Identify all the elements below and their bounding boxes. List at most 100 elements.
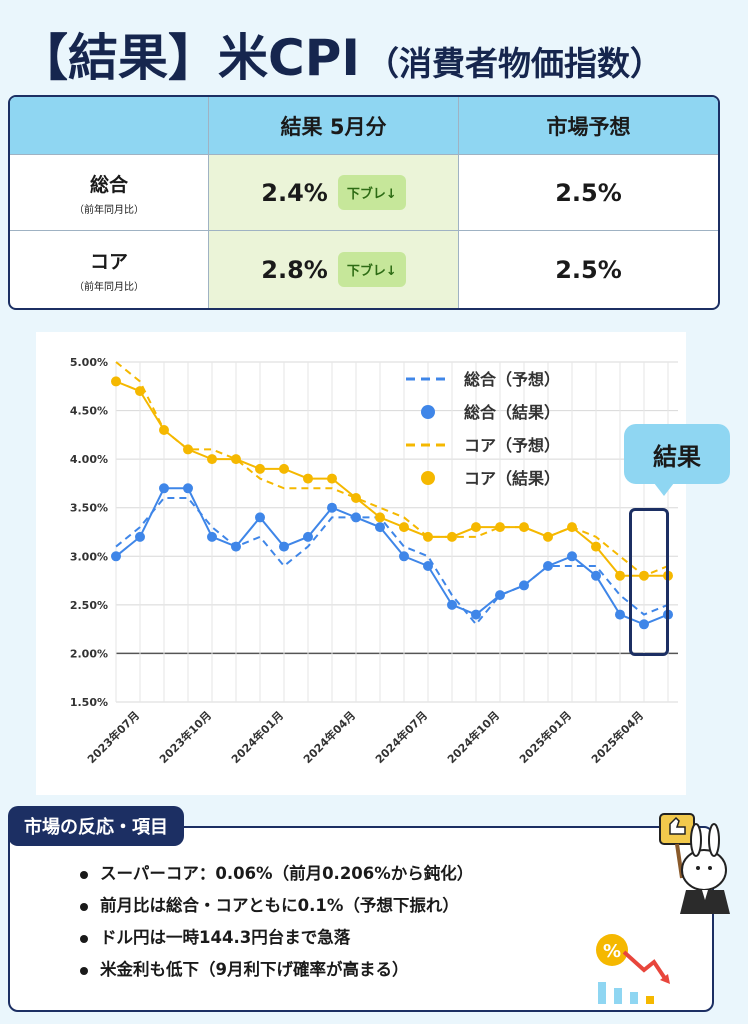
market-reaction-panel: スーパーコア：0.06%（前月0.206%から鈍化） 前月比は総合・コアともに0… [8, 826, 714, 1012]
latest-result-highlight [629, 508, 669, 656]
list-item: 前月比は総合・コアともに0.1%（予想下振れ） [80, 890, 473, 922]
data-point [303, 531, 313, 542]
legend-label: 総合（結果） [464, 403, 560, 422]
data-point [615, 570, 625, 581]
table-header-row: 結果 5月分 市場予想 [10, 97, 718, 155]
data-point [279, 541, 289, 552]
data-point [111, 376, 121, 387]
data-point [615, 609, 625, 620]
data-point [423, 531, 433, 542]
status-badge: 下ブレ↓ [337, 175, 406, 210]
data-point [543, 561, 553, 571]
series-forecast-line [115, 361, 669, 577]
data-point [303, 473, 313, 484]
result-value: 2.8% [261, 255, 328, 284]
data-point [567, 551, 577, 562]
rabbit-mascot-icon [659, 813, 730, 914]
page-title: 【結果】米CPI （消費者物価指数） [18, 18, 663, 90]
row-label-sub: （前年同月比） [74, 281, 144, 293]
data-point [399, 551, 409, 562]
legend-label: コア（予想） [464, 436, 560, 455]
row-label-main: 総合 [89, 173, 128, 196]
title-main: 【結果】米CPI [18, 29, 360, 87]
data-point [159, 425, 169, 435]
data-point [231, 454, 241, 465]
data-point [231, 541, 241, 552]
legend-label: 総合（予想） [464, 370, 560, 389]
cpi-line-chart: 5.00% 4.50% 4.00% 3.50% 3.00% 2.50% 2.00% 1.50%… [36, 332, 686, 795]
row-label: 総合 （前年同月比） [10, 155, 209, 230]
table-row: 総合 （前年同月比） 2.4% 下ブレ↓ 2.5% [10, 155, 718, 231]
table-header-blank [10, 97, 209, 154]
data-point [135, 386, 145, 397]
list-item: 米金利も低下（9月利下げ確率が高まる） [80, 954, 473, 986]
data-point [207, 531, 217, 542]
data-point [327, 473, 337, 484]
data-point [591, 570, 601, 581]
y-tick-label: 5.00% [70, 356, 108, 369]
row-label-sub: （前年同月比） [74, 204, 144, 216]
x-tick-label: 2025年04月 [588, 708, 646, 766]
data-point [471, 609, 481, 620]
data-point [207, 454, 217, 465]
result-table: 結果 5月分 市場予想 総合 （前年同月比） 2.4% 下ブレ↓ 2.5% コア… [8, 95, 720, 310]
data-point [351, 493, 361, 503]
y-tick-label: 1.50% [70, 696, 108, 709]
list-item: スーパーコア：0.06%（前月0.206%から鈍化） [80, 858, 473, 890]
data-point [351, 512, 361, 523]
x-tick-label: 2024年01月 [228, 708, 286, 766]
data-point [543, 531, 553, 542]
svg-text:%: % [603, 941, 621, 962]
data-point [375, 512, 385, 523]
y-tick-label: 2.00% [70, 647, 108, 660]
reaction-list: スーパーコア：0.06%（前月0.206%から鈍化） 前月比は総合・コアともに0… [80, 858, 473, 986]
forecast-cell: 2.5% [459, 155, 718, 230]
data-point [111, 551, 121, 562]
data-point [279, 463, 289, 474]
data-point [135, 531, 145, 542]
y-tick-label: 4.00% [70, 453, 108, 466]
data-point [255, 512, 265, 523]
y-tick-label: 3.50% [70, 502, 108, 515]
x-tick-label: 2023年07月 [84, 708, 142, 766]
data-point [519, 580, 529, 591]
falling-percent-icon: % [596, 934, 670, 1004]
data-point [159, 483, 169, 494]
legend-label: コア（結果） [464, 469, 560, 488]
y-tick-label: 3.00% [70, 550, 108, 563]
result-callout: 結果 [624, 424, 730, 496]
data-point [423, 561, 433, 571]
data-point [495, 522, 505, 533]
forecast-cell: 2.5% [459, 231, 718, 308]
data-point [327, 502, 337, 513]
list-item: ドル円は一時144.3円台まで急落 [80, 922, 473, 954]
data-point [375, 522, 385, 533]
x-tick-label: 2024年10月 [444, 708, 502, 766]
x-tick-label: 2023年10月 [156, 708, 214, 766]
result-cell: 2.8% 下ブレ↓ [209, 231, 459, 308]
data-point [255, 463, 265, 474]
legend-swatch-dot [421, 405, 435, 419]
panel-tag: 市場の反応・項目 [8, 806, 184, 846]
x-tick-label: 2024年04月 [300, 708, 358, 766]
data-point [399, 522, 409, 533]
row-label: コア （前年同月比） [10, 231, 209, 308]
table-header-result: 結果 5月分 [209, 97, 459, 154]
chart-svg: 5.00% 4.50% 4.00% 3.50% 3.00% 2.50% 2.00% 1.50%… [70, 356, 678, 766]
y-tick-label: 4.50% [70, 405, 108, 418]
data-point [639, 570, 649, 581]
x-tick-label: 2025年01月 [516, 708, 574, 766]
row-label-main: コア [89, 250, 128, 273]
title-sub: （消費者物価指数） [365, 44, 663, 83]
series-actual-line [115, 487, 669, 626]
data-point [519, 522, 529, 533]
table-row: コア （前年同月比） 2.8% 下ブレ↓ 2.5% [10, 231, 718, 308]
x-tick-label: 2024年07月 [372, 708, 430, 766]
data-point [447, 531, 457, 542]
forecast-value: 2.5% [555, 255, 622, 284]
data-point [591, 541, 601, 552]
legend-swatch-dot [421, 471, 435, 485]
result-cell: 2.4% 下ブレ↓ [209, 155, 459, 230]
data-point [471, 522, 481, 533]
status-badge: 下ブレ↓ [337, 252, 406, 287]
